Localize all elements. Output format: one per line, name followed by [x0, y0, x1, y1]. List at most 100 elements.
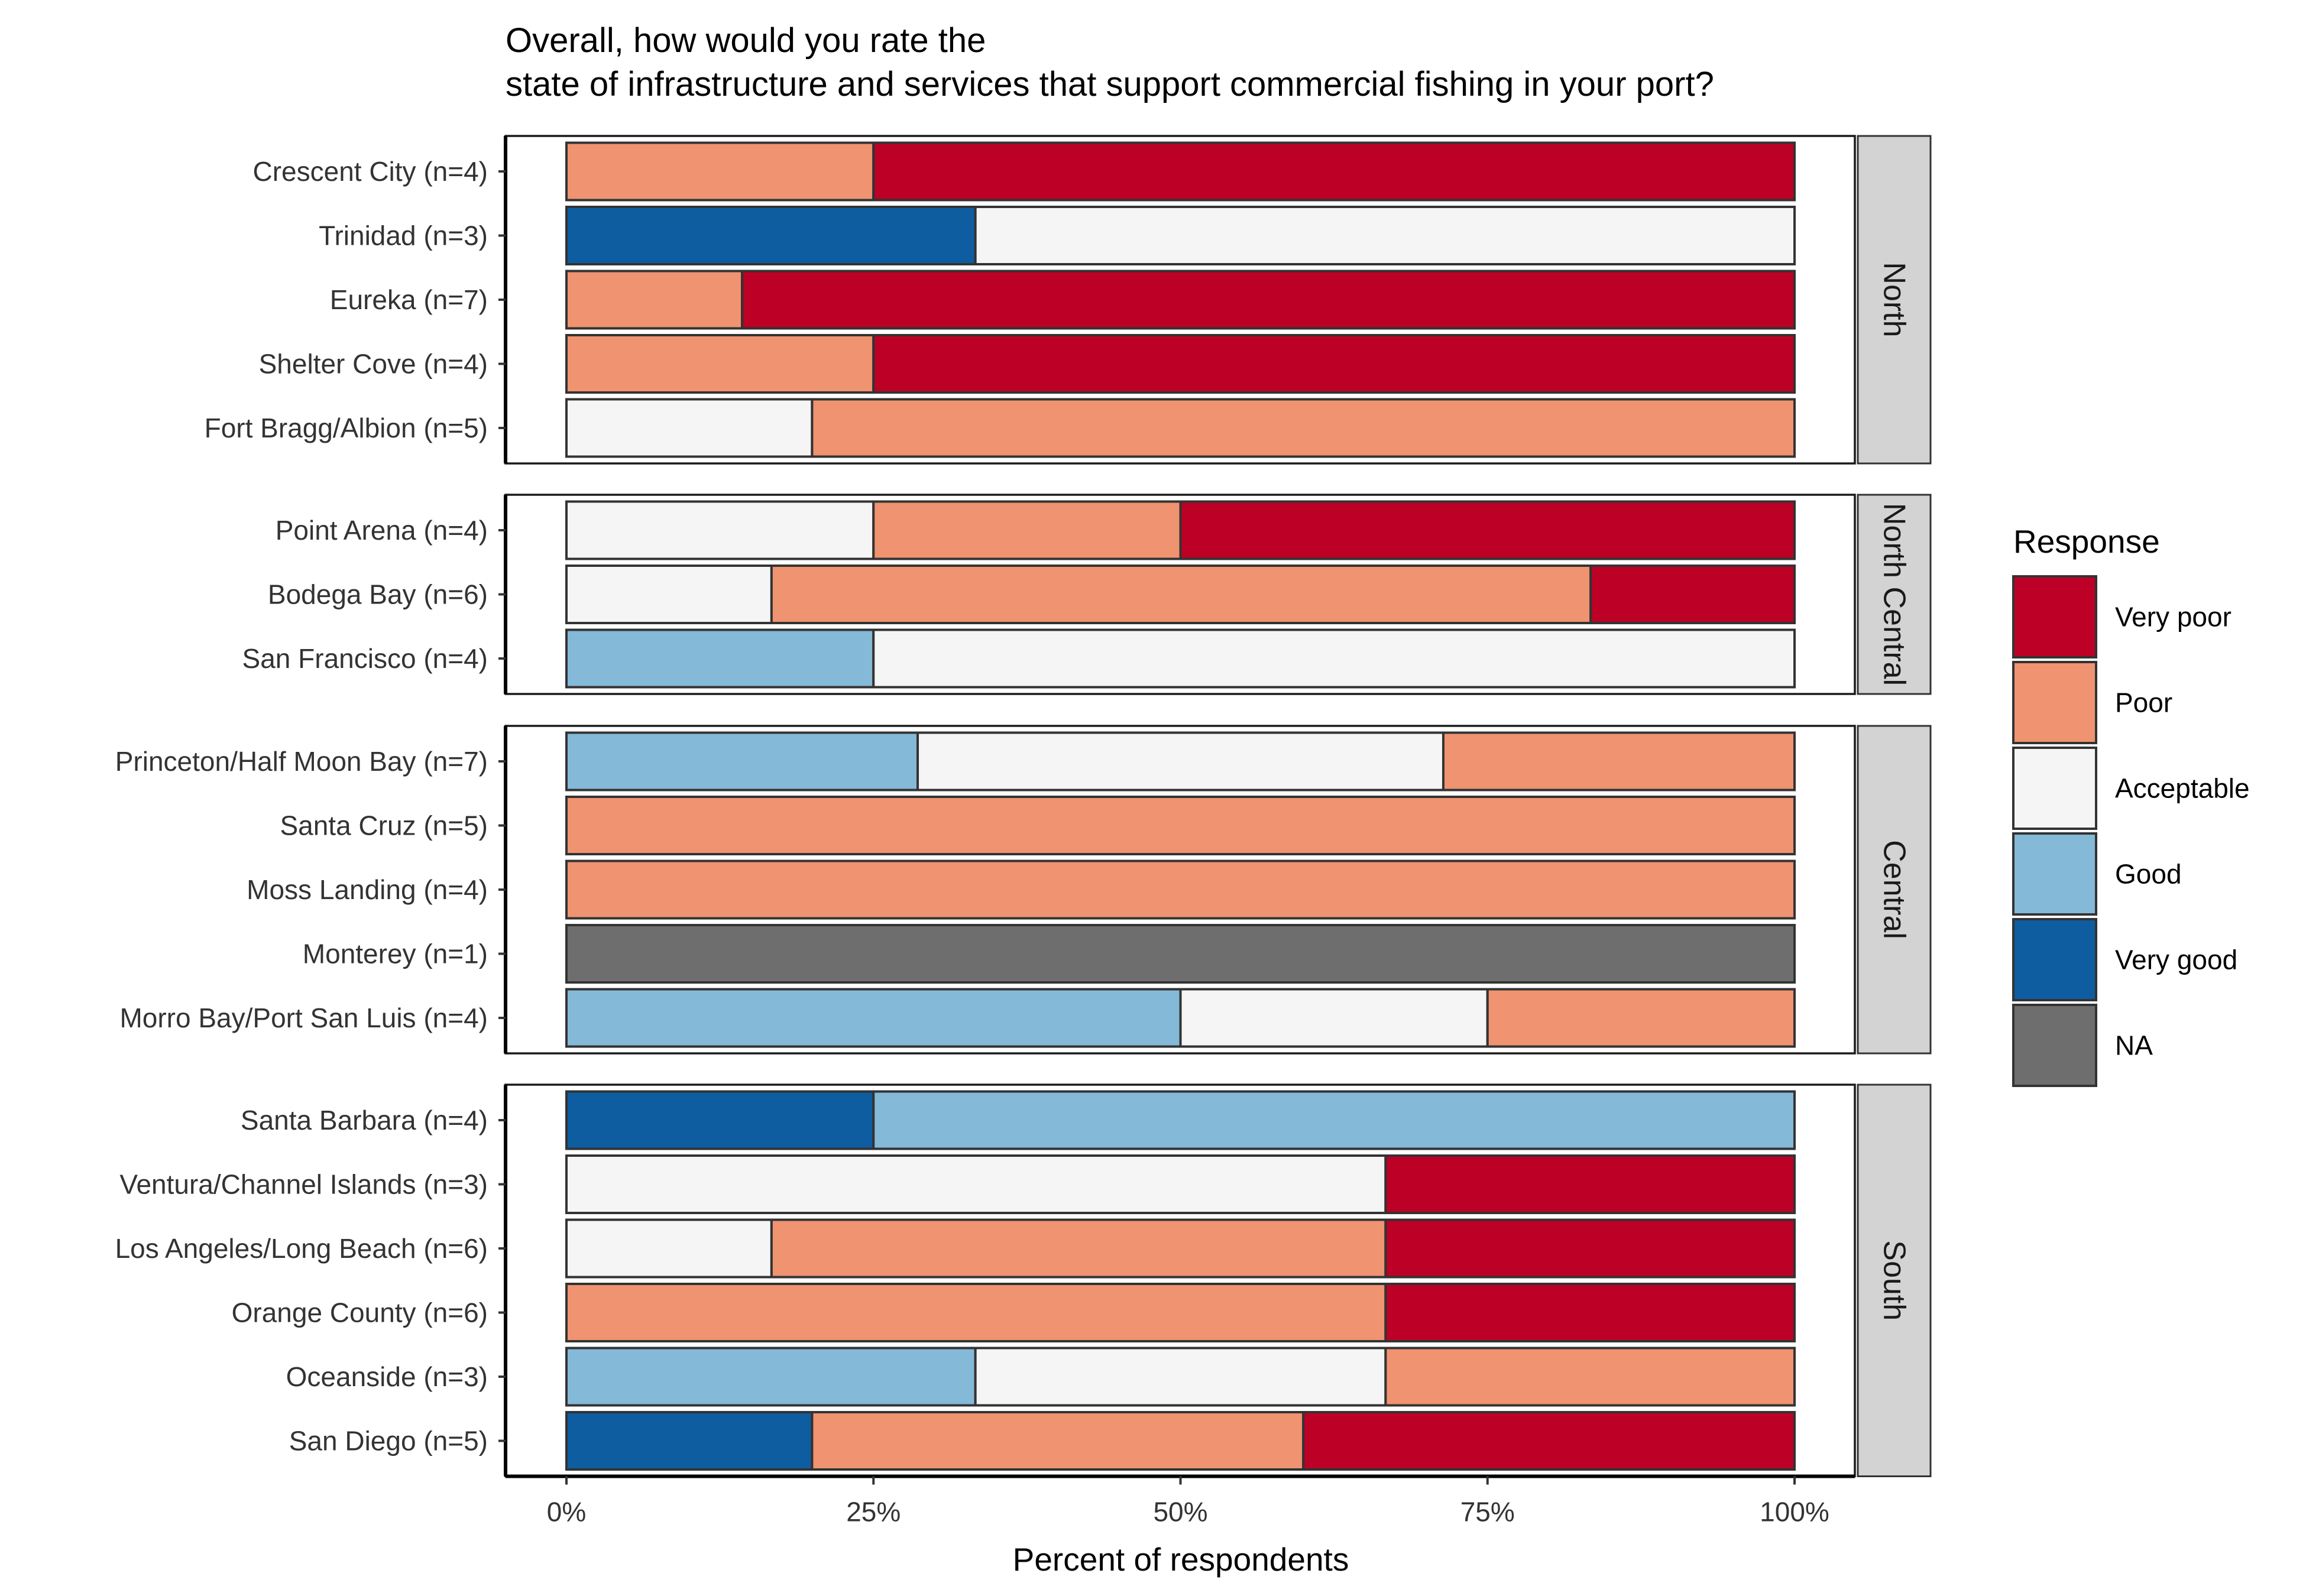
bar-segment-good	[872, 1090, 1796, 1150]
legend-title: Response	[2013, 523, 2160, 560]
bar-row-santa-barbara-n-4: Santa Barbara (n=4)	[241, 1090, 1796, 1150]
legend-label: Very poor	[2115, 602, 2231, 632]
bar-segment-very-poor	[741, 270, 1796, 330]
facet-strip	[1857, 1084, 1932, 1477]
y-tick-label: San Diego (n=5)	[289, 1426, 488, 1456]
bar-row-monterey-n-1: Monterey (n=1)	[303, 924, 1796, 984]
bar-segment-poor	[872, 500, 1182, 560]
bar-segment-very-poor	[872, 141, 1796, 202]
bar-segment-acceptable	[565, 1154, 1387, 1214]
y-tick-label: Monterey (n=1)	[303, 939, 488, 969]
y-tick-label: Eureka (n=7)	[330, 284, 488, 315]
chart-title: Overall, how would you rate the state of…	[506, 21, 1714, 103]
y-tick-label: Moss Landing (n=4)	[247, 874, 488, 905]
bar-segment-acceptable	[916, 731, 1445, 791]
bar-segment-poor	[565, 796, 1796, 855]
bar-row-princeton-half-moon-bay-n-7: Princeton/Half Moon Bay (n=7)	[115, 731, 1796, 791]
x-tick-label: 50%	[1153, 1497, 1207, 1527]
facet-strip-label: North	[1877, 262, 1912, 337]
bar-segment-acceptable	[1179, 988, 1489, 1048]
bar-segment-very-poor	[872, 334, 1796, 394]
legend-key	[2012, 1004, 2097, 1087]
legend-item-poor: Poor	[2012, 661, 2172, 744]
bar-segment-na	[565, 924, 1796, 984]
legend: Response Very poor Poor Acceptable Good Very…	[2012, 523, 2250, 1087]
panel-north-central: North Central Point Arena (n=4) Bodega Bay…	[242, 494, 1932, 695]
x-axis-title: Percent of respondents	[1013, 1541, 1349, 1578]
legend-label: Acceptable	[2115, 773, 2250, 804]
legend-key	[2012, 832, 2097, 916]
y-tick-label: Oceanside (n=3)	[286, 1361, 488, 1392]
bar-segment-poor	[565, 270, 744, 330]
bar-row-moss-landing-n-4: Moss Landing (n=4)	[247, 859, 1796, 920]
x-tick-label: 100%	[1760, 1497, 1829, 1527]
facet-strip	[1857, 725, 1932, 1055]
facet-strip	[1857, 135, 1932, 465]
bar-segment-poor	[1442, 731, 1796, 791]
y-tick-label: Los Angeles/Long Beach (n=6)	[115, 1233, 488, 1264]
bar-row-crescent-city-n-4: Crescent City (n=4)	[252, 141, 1796, 202]
chart-title-line-1: Overall, how would you rate the	[506, 21, 986, 60]
y-tick-label: Shelter Cove (n=4)	[259, 349, 488, 379]
bar-segment-very-poor	[1302, 1411, 1796, 1471]
bar-row-los-angeles-long-beach-n-6: Los Angeles/Long Beach (n=6)	[115, 1218, 1796, 1279]
bar-segment-acceptable	[974, 206, 1796, 265]
x-tick-label: 25%	[846, 1497, 901, 1527]
x-tick-label: 75%	[1460, 1497, 1515, 1527]
bar-segment-very-good	[565, 206, 977, 265]
bar-segment-poor	[770, 565, 1592, 624]
facet-strip-label: Central	[1877, 840, 1912, 939]
legend-key	[2012, 661, 2097, 744]
bar-segment-acceptable	[565, 398, 814, 458]
panel-north: North Crescent City (n=4) Trinidad (n=3) Eu…	[205, 135, 1932, 465]
bar-segment-good	[565, 628, 875, 689]
chart-title-line-2: state of infrastructure and services tha…	[506, 65, 1714, 103]
bar-segment-acceptable	[974, 1347, 1387, 1407]
legend-item-good: Good	[2012, 832, 2182, 916]
facet-strip	[1857, 494, 1932, 695]
bar-row-orange-county-n-6: Orange County (n=6)	[232, 1283, 1796, 1342]
legend-item-very-good: Very good	[2012, 918, 2237, 1001]
panel-south: South Santa Barbara (n=4) Ventura/Channel …	[115, 1084, 1932, 1478]
legend-label: NA	[2115, 1030, 2153, 1061]
y-tick-label: Bodega Bay (n=6)	[268, 579, 488, 610]
bar-row-shelter-cove-n-4: Shelter Cove (n=4)	[259, 334, 1796, 394]
legend-item-acceptable: Acceptable	[2012, 747, 2250, 830]
y-tick-label: Orange County (n=6)	[232, 1297, 488, 1328]
bar-segment-acceptable	[565, 565, 773, 624]
bar-segment-acceptable	[565, 1218, 773, 1279]
bar-segment-acceptable	[872, 628, 1796, 689]
bar-row-morro-bay-port-san-luis-n-4: Morro Bay/Port San Luis (n=4)	[119, 988, 1796, 1048]
facet-panels: North Crescent City (n=4) Trinidad (n=3) Eu…	[115, 135, 1932, 1478]
bar-segment-very-poor	[1589, 565, 1796, 624]
y-tick-label: Point Arena (n=4)	[276, 515, 488, 546]
y-tick-label: Princeton/Half Moon Bay (n=7)	[115, 746, 488, 777]
bar-segment-poor	[770, 1218, 1387, 1279]
bar-segment-very-good	[565, 1090, 875, 1150]
legend-label: Poor	[2115, 687, 2172, 718]
y-tick-label: Trinidad (n=3)	[319, 220, 488, 251]
y-tick-label: Crescent City (n=4)	[252, 156, 488, 187]
legend-item-na: NA	[2012, 1004, 2153, 1087]
bar-segment-very-poor	[1179, 500, 1796, 560]
bar-segment-poor	[811, 1411, 1305, 1471]
bar-row-san-francisco-n-4: San Francisco (n=4)	[242, 628, 1796, 689]
bar-row-santa-cruz-n-5: Santa Cruz (n=5)	[280, 796, 1796, 855]
bar-row-trinidad-n-3: Trinidad (n=3)	[319, 206, 1796, 265]
legend-label: Very good	[2115, 945, 2237, 975]
legend-key	[2012, 575, 2097, 658]
bar-segment-very-poor	[1384, 1154, 1796, 1214]
legend-key	[2012, 747, 2097, 830]
legend-item-very-poor: Very poor	[2012, 575, 2231, 658]
bar-segment-poor	[1486, 988, 1796, 1048]
x-tick-label: 0%	[547, 1497, 586, 1527]
bar-segment-poor	[565, 859, 1796, 920]
bar-segment-poor	[565, 141, 875, 202]
facet-strip-label: North Central	[1877, 503, 1912, 686]
y-tick-label: San Francisco (n=4)	[242, 643, 488, 674]
x-axis: 0% 25% 50% 75% 100%	[506, 1474, 1855, 1527]
bar-segment-very-poor	[1384, 1283, 1796, 1342]
y-tick-label: Santa Barbara (n=4)	[241, 1105, 488, 1136]
bar-segment-good	[565, 731, 919, 791]
y-tick-label: Fort Bragg/Albion (n=5)	[205, 413, 488, 443]
